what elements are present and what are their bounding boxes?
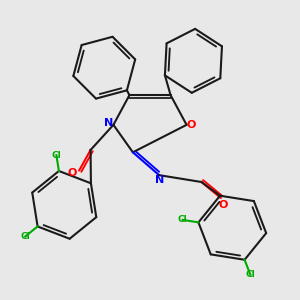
Text: O: O — [68, 168, 77, 178]
Text: O: O — [218, 200, 228, 210]
Text: Cl: Cl — [20, 232, 30, 241]
Text: N: N — [154, 175, 164, 185]
Text: Cl: Cl — [245, 270, 255, 279]
Text: Cl: Cl — [52, 151, 61, 160]
Text: Cl: Cl — [178, 215, 188, 224]
Text: N: N — [104, 118, 113, 128]
Text: O: O — [187, 120, 196, 130]
